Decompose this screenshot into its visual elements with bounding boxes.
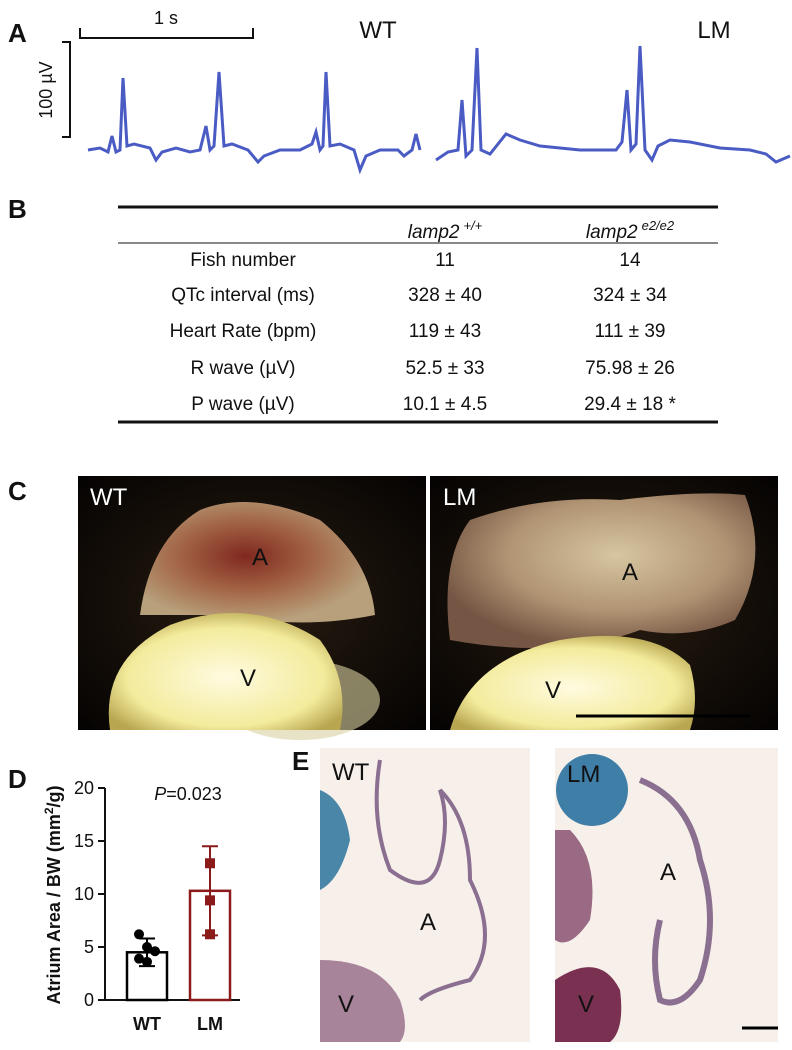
- data-point: [134, 953, 144, 964]
- label-part: Atrium Area / BW (mm: [44, 814, 64, 1004]
- row-label: R wave (µV): [191, 358, 296, 379]
- genotype: e2/e2: [642, 218, 675, 233]
- data-point: [205, 929, 215, 940]
- photo-title: LM: [567, 761, 600, 788]
- tissue: [374, 759, 487, 1002]
- photo-title: LM: [443, 484, 476, 511]
- gene: lamp2: [408, 222, 460, 243]
- trace-title: WT: [359, 17, 397, 44]
- table-cell: 29.4 ± 18 *: [584, 394, 676, 415]
- voltage-scale-label: 100 µV: [36, 61, 56, 118]
- panel-d: D 0 5 10 15 20 Atrium Area / BW (mm2/g) P=0.02…: [8, 764, 240, 1034]
- row-label: P wave (µV): [191, 394, 295, 415]
- column-header: lamp2 +/+: [408, 218, 483, 243]
- y-axis-label: Atrium Area / BW (mm2/g): [42, 785, 64, 1004]
- panel-a: A 1 s 100 µV WT LM: [8, 8, 791, 175]
- row-label: Fish number: [190, 250, 296, 271]
- panel-label: E: [292, 746, 309, 776]
- ecg-trace: [87, 71, 422, 175]
- gene: lamp2: [586, 222, 638, 243]
- trace-title: LM: [697, 17, 730, 44]
- ventricle-label: V: [545, 677, 561, 704]
- time-scale-bar: [79, 28, 254, 39]
- genotype: +/+: [463, 218, 482, 233]
- time-scale-label: 1 s: [154, 8, 178, 28]
- data-point: [205, 858, 215, 869]
- panel-label: B: [8, 194, 27, 224]
- y-tick-label: 15: [74, 831, 94, 851]
- tissue: [555, 830, 593, 943]
- atrium-label: A: [420, 909, 436, 936]
- ventricle: [108, 613, 343, 730]
- data-point: [205, 895, 215, 906]
- table-cell: 75.98 ± 26: [585, 358, 675, 379]
- voltage-scale-bar: [62, 41, 71, 138]
- data-point: [142, 956, 152, 967]
- row-label: QTc interval (ms): [171, 285, 315, 306]
- panel-c: C WT A V LM A V: [8, 476, 778, 740]
- y-tick-label: 5: [84, 937, 94, 957]
- tissue: [320, 960, 405, 1042]
- panel-b: B lamp2 +/+ lamp2 e2/e2 Fish number 11 14QTc…: [8, 194, 718, 424]
- panel-label: A: [8, 18, 27, 48]
- photo-title: WT: [332, 759, 370, 786]
- panel-label: C: [8, 476, 27, 506]
- tissue: [638, 777, 713, 1006]
- x-tick-label: LM: [197, 1014, 223, 1034]
- table-cell: 11: [435, 250, 455, 271]
- table-body: Fish number 11 14 QTc interval (ms) 328 ± 40…: [170, 250, 677, 415]
- p-symbol: P: [154, 784, 166, 804]
- ventricle-label: V: [578, 991, 594, 1018]
- table-cell: 52.5 ± 33: [405, 358, 484, 379]
- panel-label: D: [8, 764, 27, 794]
- table-cell: 328 ± 40: [408, 285, 482, 306]
- data-point: [142, 942, 152, 952]
- table-cell: 14: [619, 250, 641, 271]
- y-tick-label: 10: [74, 884, 94, 904]
- atrium: [447, 493, 756, 648]
- table-cell: 324 ± 34: [593, 285, 667, 306]
- data-point: [134, 929, 144, 940]
- annotation: P=0.023: [154, 784, 222, 804]
- data-point: [150, 946, 160, 957]
- atrium-label: A: [660, 859, 676, 886]
- ventricle-label: V: [240, 665, 256, 692]
- label-part: /g): [44, 785, 64, 807]
- atrium-label: A: [252, 544, 268, 571]
- ecg-trace: [435, 45, 791, 164]
- tissue: [320, 790, 350, 890]
- y-tick-label: 0: [84, 990, 94, 1010]
- table-cell: 119 ± 43: [409, 321, 481, 342]
- table-cell: 10.1 ± 4.5: [403, 394, 487, 415]
- atrium-label: A: [622, 559, 638, 586]
- tissue: [555, 967, 622, 1042]
- y-tick-label: 20: [74, 778, 94, 798]
- column-header: lamp2 e2/e2: [586, 218, 675, 243]
- p-value: =0.023: [166, 784, 222, 804]
- ventricle: [450, 635, 695, 730]
- panel-e: E WT A V LM A V: [292, 746, 778, 1042]
- x-tick-label: WT: [133, 1014, 161, 1034]
- ventricle-label: V: [338, 991, 354, 1018]
- superscript: 2: [42, 807, 56, 814]
- table-cell: 111 ± 39: [595, 321, 666, 342]
- tissue: [556, 754, 628, 826]
- photo-title: WT: [90, 484, 128, 511]
- row-label: Heart Rate (bpm): [170, 321, 317, 342]
- atrium: [140, 502, 375, 623]
